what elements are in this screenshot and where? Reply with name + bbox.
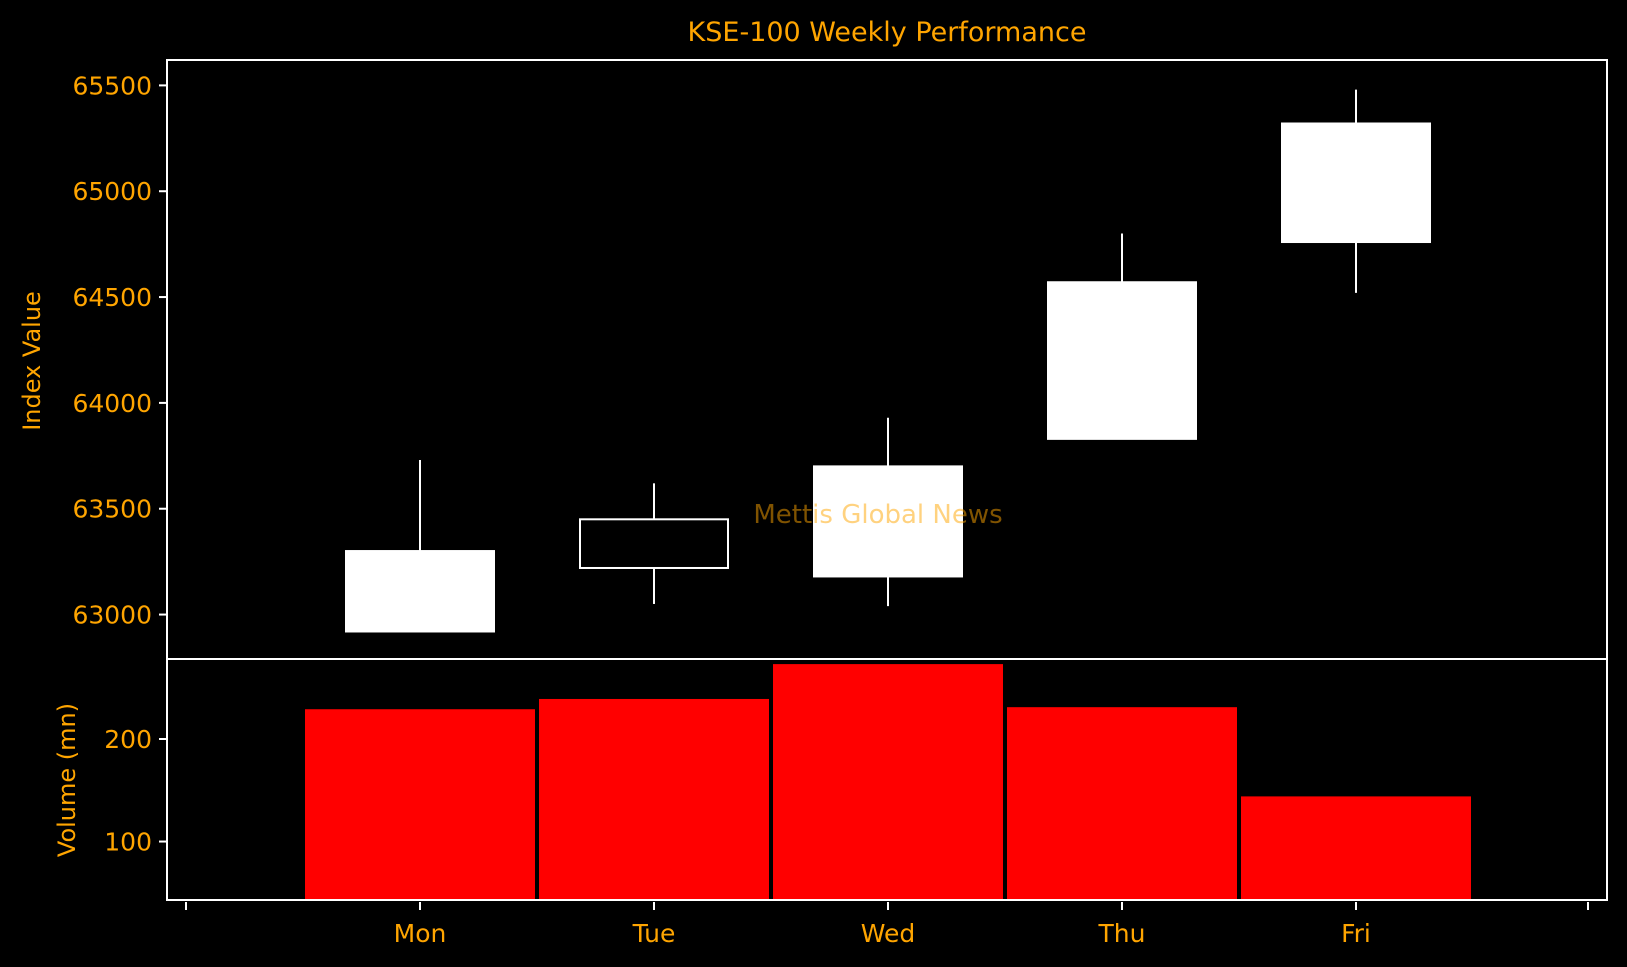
volume-tick-label: 200 [104,725,152,754]
volume-bar [1239,794,1473,902]
price-tick-label: 65500 [72,71,152,100]
y-axis-label-price: Index Value [18,291,46,431]
watermark: Mettis Global News [753,500,1002,530]
price-tick-label: 63000 [72,601,152,630]
price-tick-label: 64000 [72,389,152,418]
volume-bar [771,662,1005,901]
candle-body [345,550,495,633]
volume-bar [1005,705,1239,901]
price-tick-label: 64500 [72,283,152,312]
candlesticks [345,89,1431,633]
x-tick-label: Wed [861,919,916,948]
candle-body [1047,281,1197,440]
volume-axis-ticks: 100 200 [104,725,167,857]
volume-bars [303,662,1473,902]
chart-title: KSE-100 Weekly Performance [688,17,1087,48]
volume-bar [303,707,537,901]
x-tick-label: Mon [394,919,447,948]
price-tick-label: 65000 [72,177,152,206]
volume-bar [537,696,771,901]
x-tick-label: Tue [632,919,676,948]
x-tick-label: Thu [1098,919,1146,948]
candle-body [579,518,729,569]
volume-tick-label: 100 [104,828,152,857]
price-axis-ticks: 63000 63500 64000 64500 65000 65500 [72,71,167,630]
x-axis-ticks: Mon Tue Wed Thu Fri [185,902,1589,948]
volume-panel-frame [166,658,1608,901]
candle-body [813,465,963,578]
y-axis-label-volume: Volume (mn) [53,703,81,857]
price-tick-label: 63500 [72,495,152,524]
x-tick-label: Fri [1341,919,1371,948]
candle-body [1281,122,1431,244]
